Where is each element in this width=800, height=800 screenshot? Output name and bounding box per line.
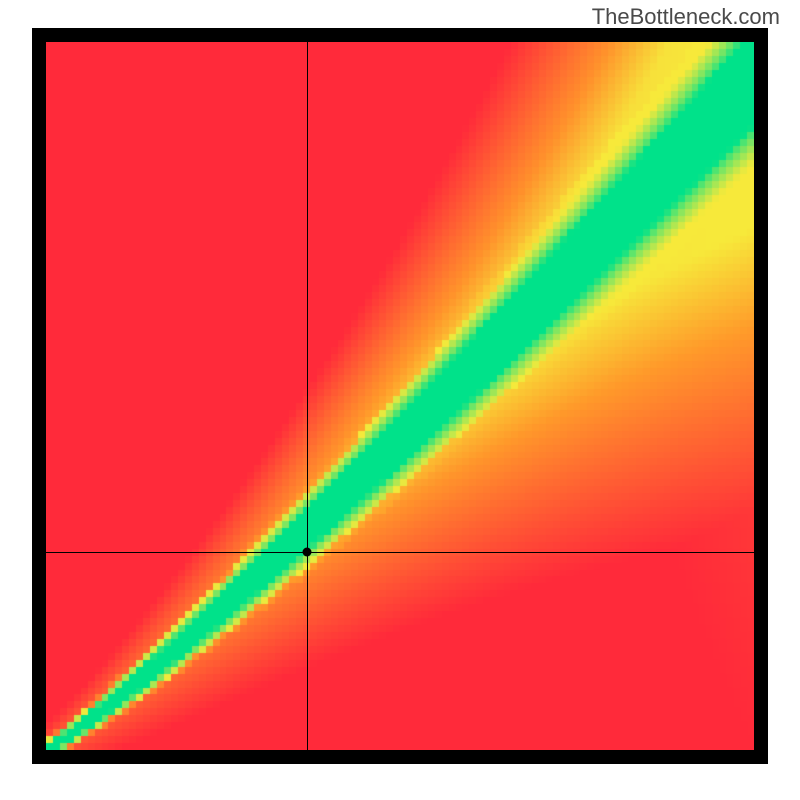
figure-container: TheBottleneck.com <box>0 0 800 800</box>
crosshair-marker <box>302 547 311 556</box>
crosshair-horizontal <box>46 552 754 553</box>
watermark-text: TheBottleneck.com <box>592 4 780 30</box>
crosshair-vertical <box>307 42 308 750</box>
plot-frame <box>32 28 768 764</box>
heatmap-canvas <box>46 42 754 750</box>
